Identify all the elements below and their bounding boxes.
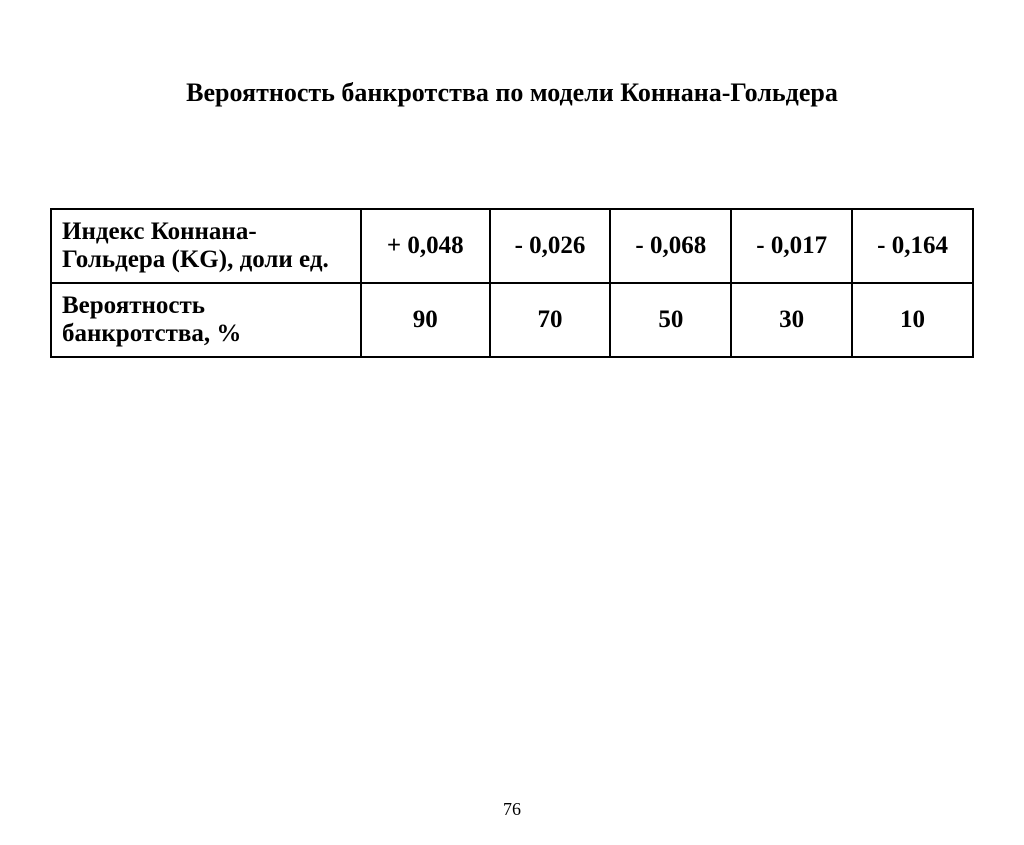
- table-row: Индекс Коннана-Гольдера (KG), доли ед. +…: [51, 209, 973, 283]
- cell-index-1: - 0,026: [490, 209, 611, 283]
- row-label-index: Индекс Коннана-Гольдера (KG), доли ед.: [51, 209, 361, 283]
- cell-index-4: - 0,164: [852, 209, 973, 283]
- cell-index-2: - 0,068: [610, 209, 731, 283]
- cell-prob-3: 30: [731, 283, 852, 357]
- cell-index-0: + 0,048: [361, 209, 490, 283]
- cell-prob-1: 70: [490, 283, 611, 357]
- cell-prob-2: 50: [610, 283, 731, 357]
- table-row: Вероятность банкротства, % 90 70 50 30 1…: [51, 283, 973, 357]
- cell-prob-0: 90: [361, 283, 490, 357]
- page-title: Вероятность банкротства по модели Коннан…: [0, 78, 1024, 108]
- table-container: Индекс Коннана-Гольдера (KG), доли ед. +…: [50, 208, 974, 358]
- bankruptcy-probability-table: Индекс Коннана-Гольдера (KG), доли ед. +…: [50, 208, 974, 358]
- page-number: 76: [0, 799, 1024, 820]
- cell-prob-4: 10: [852, 283, 973, 357]
- row-label-probability: Вероятность банкротства, %: [51, 283, 361, 357]
- cell-index-3: - 0,017: [731, 209, 852, 283]
